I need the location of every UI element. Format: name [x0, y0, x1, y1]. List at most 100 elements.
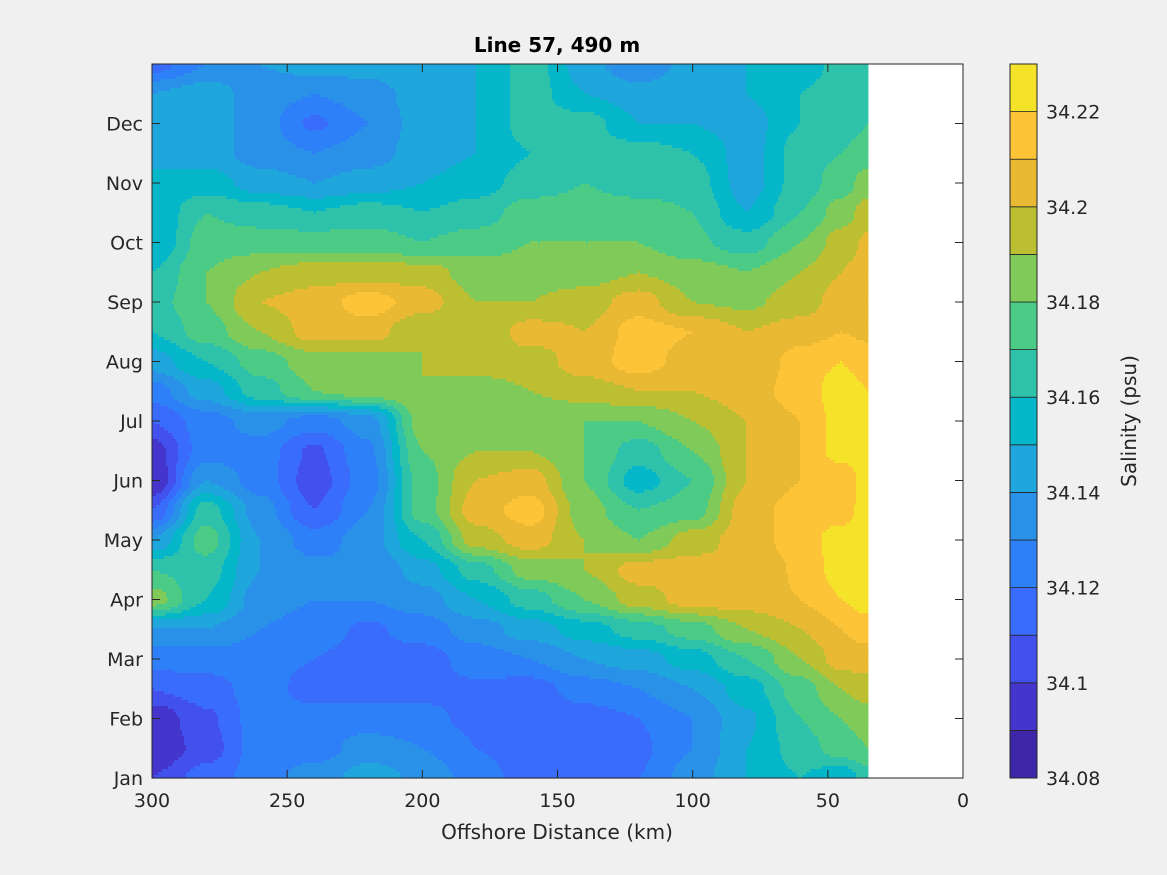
contour-band-cell	[456, 523, 475, 527]
contour-band-cell	[152, 196, 193, 200]
contour-band-cell	[340, 511, 367, 515]
contour-band-cell	[288, 205, 341, 209]
contour-band-cell	[778, 679, 811, 683]
contour-band-cell	[524, 157, 699, 161]
contour-band-cell	[780, 667, 815, 671]
contour-band-cell	[774, 511, 855, 515]
contour-band-cell	[668, 352, 785, 356]
contour-band-cell	[152, 250, 173, 254]
contour-band-cell	[634, 118, 769, 122]
contour-band-cell	[164, 427, 187, 431]
contour-band-cell	[650, 736, 693, 740]
contour-band-cell	[288, 499, 307, 503]
contour-band-cell	[450, 532, 463, 536]
contour-band-cell	[350, 472, 379, 476]
contour-band-cell	[290, 769, 349, 773]
contour-band-cell	[200, 526, 213, 530]
contour-band-cell	[776, 379, 825, 383]
contour-band-cell	[500, 589, 539, 593]
contour-band-cell	[152, 265, 161, 269]
contour-band-cell	[768, 118, 801, 122]
contour-band-cell	[708, 499, 723, 503]
contour-band-cell	[440, 517, 453, 521]
contour-band-cell	[172, 538, 183, 542]
contour-band-cell	[390, 85, 477, 89]
contour-band-cell	[806, 772, 857, 776]
contour-band-cell	[730, 184, 765, 188]
contour-band-cell	[394, 88, 477, 92]
contour-band-cell	[494, 571, 515, 575]
contour-band-cell	[234, 121, 281, 125]
contour-band-cell	[162, 70, 193, 74]
contour-band-cell	[800, 466, 853, 470]
contour-band-cell	[278, 466, 299, 470]
contour-band-cell	[810, 664, 831, 668]
contour-band-cell	[818, 739, 863, 743]
contour-band-cell	[240, 535, 259, 539]
contour-band-cell	[374, 445, 385, 449]
contour-band-cell	[554, 529, 577, 533]
contour-band-cell	[822, 391, 869, 395]
contour-band-cell	[152, 694, 175, 698]
contour-band-cell	[348, 529, 385, 533]
contour-band-cell	[234, 772, 289, 776]
contour-band-cell	[800, 97, 869, 101]
contour-band-cell	[214, 364, 241, 368]
contour-band-cell	[512, 652, 573, 656]
contour-band-cell	[800, 433, 827, 437]
contour-band-cell	[458, 727, 647, 731]
contour-band-cell	[766, 244, 797, 248]
contour-band-cell	[690, 715, 723, 719]
contour-band-cell	[618, 328, 685, 332]
contour-band-cell	[656, 640, 707, 644]
contour-band-cell	[462, 730, 649, 734]
contour-band-cell	[782, 757, 849, 761]
contour-band-cell	[294, 328, 391, 332]
contour-band-cell	[326, 208, 415, 212]
contour-band-cell	[242, 730, 463, 734]
contour-band-cell	[752, 736, 779, 740]
contour-band-cell	[222, 319, 245, 323]
contour-band-cell	[726, 154, 765, 158]
contour-band-cell	[836, 277, 869, 281]
contour-band-cell	[196, 604, 229, 608]
contour-band-cell	[454, 562, 487, 566]
contour-band-cell	[260, 547, 297, 551]
contour-band-cell	[580, 595, 617, 599]
contour-band-cell	[820, 745, 867, 749]
contour-band-cell	[174, 553, 203, 557]
contour-band-cell	[152, 313, 179, 317]
contour-band-cell	[286, 343, 519, 347]
contour-band-cell	[162, 382, 183, 386]
contour-band-cell	[732, 640, 777, 644]
contour-band-cell	[608, 484, 625, 488]
contour-band-cell	[174, 292, 207, 296]
contour-band-cell	[628, 619, 681, 623]
contour-band-cell	[718, 616, 777, 620]
contour-band-cell	[380, 424, 389, 428]
contour-band-cell	[152, 160, 241, 164]
contour-band-cell	[168, 544, 181, 548]
contour-band-cell	[152, 496, 167, 500]
contour-band-cell	[434, 754, 489, 758]
contour-band-cell	[818, 190, 853, 194]
contour-band-cell	[600, 613, 645, 617]
contour-band-cell	[580, 184, 591, 188]
contour-band-cell	[322, 445, 345, 449]
contour-band-cell	[388, 424, 397, 428]
contour-band-cell	[826, 577, 869, 581]
contour-band-cell	[200, 484, 219, 488]
contour-band-cell	[166, 373, 191, 377]
contour-band-cell	[652, 79, 747, 83]
contour-band-cell	[192, 196, 227, 200]
contour-band-cell	[152, 535, 159, 539]
contour-band-cell	[504, 181, 711, 185]
contour-band-cell	[174, 694, 235, 698]
contour-band-cell	[228, 553, 241, 557]
contour-band-cell	[378, 466, 387, 470]
colorbar-tick-label: 34.16	[1046, 387, 1100, 409]
contour-band-cell	[660, 448, 691, 452]
contour-band-cell	[170, 391, 189, 395]
contour-band-cell	[222, 403, 247, 407]
contour-band-cell	[166, 454, 179, 458]
